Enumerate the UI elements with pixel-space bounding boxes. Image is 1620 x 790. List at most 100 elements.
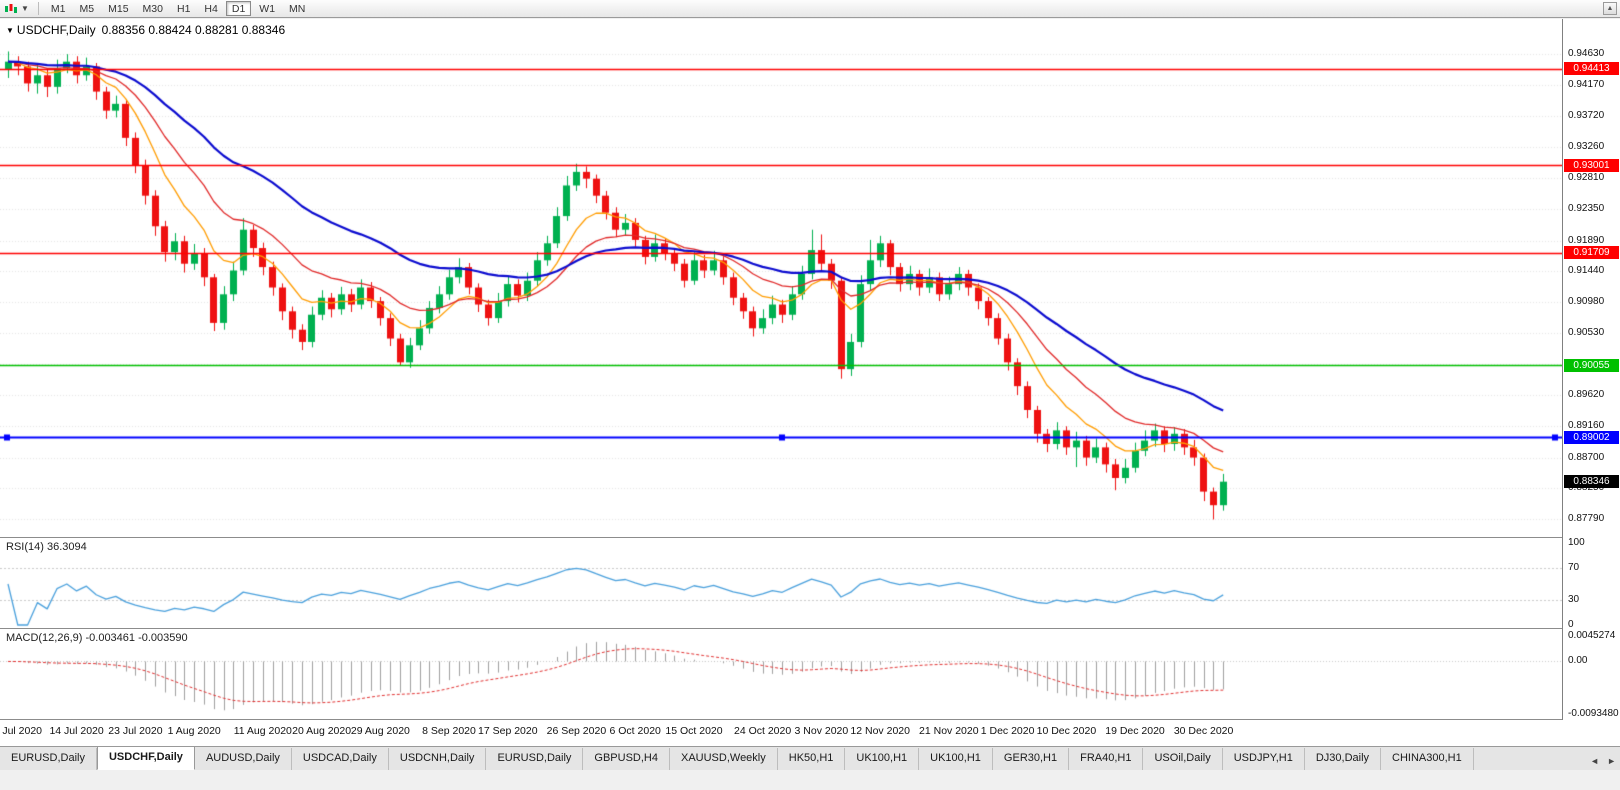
rsi-axis-tick: 0 <box>1568 619 1574 630</box>
date-label: 6 Oct 2020 <box>609 725 661 737</box>
date-label: 10 Dec 2020 <box>1036 725 1097 737</box>
macd-panel-canvas[interactable] <box>0 629 1562 719</box>
hline-price-badge: 0.89002 <box>1564 430 1619 444</box>
macd-values: -0.003461 -0.003590 <box>85 632 188 644</box>
current-price-badge: 0.88346 <box>1564 475 1619 489</box>
price-axis-tick: 0.89620 <box>1568 389 1605 400</box>
timeframe-toolbar: ▼ M1 M5 M15 M30 H1 H4 D1 W1 MN ▲ <box>0 0 1620 18</box>
date-label: 8 Sep 2020 <box>422 725 476 737</box>
hline-price-badge: 0.90055 <box>1564 358 1619 372</box>
chart-tab-usoil-daily[interactable]: USOil,Daily <box>1143 748 1223 770</box>
timeframe-button-m1[interactable]: M1 <box>45 1 72 16</box>
chart-type-icon[interactable] <box>4 3 18 15</box>
chart-tab-usdchf-daily[interactable]: USDCHF,Daily <box>96 746 195 770</box>
chart-symbol-label: USDCHF,Daily <box>16 23 96 37</box>
panel-separator[interactable] <box>0 719 1620 720</box>
price-axis-tick: 0.93260 <box>1568 141 1605 153</box>
panel-separator[interactable] <box>0 537 1620 538</box>
chart-tab-audusd-daily[interactable]: AUDUSD,Daily <box>195 748 292 770</box>
chart-tab-uk100-h1[interactable]: UK100,H1 <box>919 748 993 770</box>
timeframe-buttons: M1 M5 M15 M30 H1 H4 D1 W1 MN <box>44 1 312 16</box>
hline-price-badge: 0.93001 <box>1564 158 1619 172</box>
date-label: 1 Aug 2020 <box>167 725 221 737</box>
rsi-value: 36.3094 <box>46 541 87 553</box>
chart-tab-xauusd-weekly[interactable]: XAUUSD,Weekly <box>670 748 778 770</box>
timeframe-button-m5[interactable]: M5 <box>74 1 101 16</box>
chart-tab-usdcnh-daily[interactable]: USDCNH,Daily <box>389 748 487 770</box>
price-axis-tick: 0.89160 <box>1568 420 1605 432</box>
chart-tab-dj30-daily[interactable]: DJ30,Daily <box>1305 748 1382 770</box>
price-axis-tick: 0.92810 <box>1568 171 1605 183</box>
chart-tab-ger30-h1[interactable]: GER30,H1 <box>993 748 1070 770</box>
date-label: 3 Nov 2020 <box>794 725 849 737</box>
date-label: 21 Nov 2020 <box>919 725 979 737</box>
rsi-axis-tick: 70 <box>1568 561 1580 573</box>
chart-tab-china300-h1[interactable]: CHINA300,H1 <box>1381 748 1474 770</box>
chart-tab-eurusd-daily[interactable]: EURUSD,Daily <box>0 748 97 770</box>
price-axis-tick: 0.94630 <box>1568 48 1605 60</box>
date-label: 12 Nov 2020 <box>850 725 910 737</box>
tab-scroll-right-button[interactable]: ► <box>1607 756 1616 766</box>
chart-tabs-bar: EURUSD,Daily USDCHF,Daily AUDUSD,Daily USDC… <box>0 746 1620 770</box>
price-axis-tick: 0.92350 <box>1568 203 1605 215</box>
timeframe-button-m30[interactable]: M30 <box>137 1 169 16</box>
chart-tab-hk50-h1[interactable]: HK50,H1 <box>778 748 846 770</box>
macd-name: MACD(12,26,9) <box>6 632 83 644</box>
timeframe-button-w1[interactable]: W1 <box>253 1 281 16</box>
axis-scroll-up-button[interactable]: ▲ <box>1603 2 1617 15</box>
price-axis[interactable]: 0.94630 0.94170 0.93720 0.93260 0.92810 0.923… <box>1562 19 1620 746</box>
date-label: 14 Jul 2020 <box>49 725 104 737</box>
chart-tab-usdjpy-h1[interactable]: USDJPY,H1 <box>1223 748 1305 770</box>
date-label: 26 Sep 2020 <box>546 725 607 737</box>
toolbar-separator <box>37 2 39 15</box>
date-label: 29 Aug 2020 <box>350 725 410 737</box>
date-label: 1 Dec 2020 <box>980 725 1035 737</box>
timeframe-button-m15[interactable]: M15 <box>102 1 134 16</box>
tab-scroll-left-button[interactable]: ◄ <box>1590 756 1600 766</box>
macd-axis-tick: -0.0093480 <box>1568 708 1619 719</box>
rsi-axis-tick: 100 <box>1568 537 1585 548</box>
price-axis-tick: 0.88700 <box>1568 451 1605 463</box>
date-label: 19 Dec 2020 <box>1105 725 1165 737</box>
macd-axis-tick: 0.0045274 <box>1568 630 1616 641</box>
chart-tab-gbpusd-h4[interactable]: GBPUSD,H4 <box>583 748 670 770</box>
dropdown-caret-icon[interactable]: ▼ <box>21 4 29 13</box>
symbol-marker-icon: ▼ <box>6 26 14 35</box>
date-label: 4 Jul 2020 <box>0 725 43 737</box>
date-label: 20 Aug 2020 <box>292 725 352 737</box>
chart-tab-usdcad-daily[interactable]: USDCAD,Daily <box>292 748 389 770</box>
chart-tab-fra40-h1[interactable]: FRA40,H1 <box>1069 748 1144 770</box>
date-label: 17 Sep 2020 <box>478 725 538 737</box>
date-label: 30 Dec 2020 <box>1173 725 1234 737</box>
date-label: 15 Oct 2020 <box>665 725 723 737</box>
rsi-name: RSI(14) <box>6 541 44 553</box>
hline-price-badge: 0.94413 <box>1564 62 1619 76</box>
chart-title: ▼ USDCHF,Daily 0.88356 0.88424 0.88281 0.8… <box>6 23 285 37</box>
timeframe-button-mn[interactable]: MN <box>283 1 311 16</box>
rsi-indicator-label: RSI(14) 36.3094 <box>6 541 87 553</box>
price-axis-tick: 0.90980 <box>1568 296 1605 308</box>
hline-price-badge: 0.91709 <box>1564 246 1619 260</box>
rsi-panel-canvas[interactable] <box>0 538 1562 628</box>
main-chart-canvas[interactable] <box>0 19 1562 537</box>
date-label: 11 Aug 2020 <box>233 725 292 737</box>
panel-separator[interactable] <box>0 628 1620 629</box>
macd-indicator-label: MACD(12,26,9) -0.003461 -0.003590 <box>6 632 188 644</box>
price-axis-tick: 0.94170 <box>1568 79 1605 91</box>
timeframe-button-h1[interactable]: H1 <box>171 1 196 16</box>
time-axis[interactable]: 4 Jul 2020 14 Jul 2020 23 Jul 2020 1 Aug 20… <box>0 720 1620 746</box>
rsi-axis-tick: 30 <box>1568 594 1580 606</box>
price-axis-tick: 0.91440 <box>1568 265 1605 277</box>
price-axis-tick: 0.90530 <box>1568 327 1605 339</box>
timeframe-button-h4[interactable]: H4 <box>198 1 223 16</box>
macd-axis-tick: 0.00 <box>1568 655 1588 667</box>
timeframe-button-d1[interactable]: D1 <box>225 1 252 16</box>
date-label: 24 Oct 2020 <box>733 725 792 737</box>
chart-tab-eurusd-daily[interactable]: EURUSD,Daily <box>486 748 584 770</box>
chart-ohlc-values: 0.88356 0.88424 0.88281 0.88346 <box>101 23 286 37</box>
date-label: 23 Jul 2020 <box>108 725 163 737</box>
tab-scroll-arrows: ◄ ► <box>1588 756 1618 766</box>
price-axis-tick: 0.91890 <box>1568 234 1605 246</box>
chart-tab-uk100-h1[interactable]: UK100,H1 <box>845 748 920 770</box>
